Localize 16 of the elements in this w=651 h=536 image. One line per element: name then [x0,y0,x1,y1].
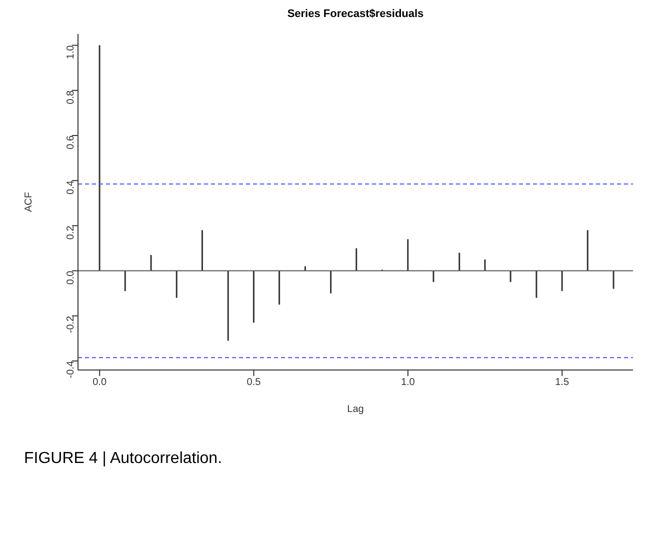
chart-title: Series Forecast$residuals [286,8,425,20]
y-tick-label: 0.2 [66,225,77,240]
x-tick-label: 0.0 [92,377,107,388]
y-tick-label: 0.4 [66,180,77,194]
x-tick-label: 1.5 [555,377,570,388]
y-tick-label: 1.0 [66,44,77,60]
x-tick-label: 0.5 [246,377,262,388]
x-tick-label: 1.0 [400,377,416,388]
y-tick-label: 0.0 [66,270,77,285]
y-tick-label: 0.6 [66,135,77,150]
y-tick-label: 0.8 [66,90,77,104]
caption: FIGURE 4 | Autocorrelation. [24,450,224,468]
y-axis-title: ACF [24,192,35,212]
y-tick-label: -0.2 [66,315,77,334]
x-axis-title: Lag [347,404,364,415]
y-tick-label: -0.4 [66,360,77,378]
